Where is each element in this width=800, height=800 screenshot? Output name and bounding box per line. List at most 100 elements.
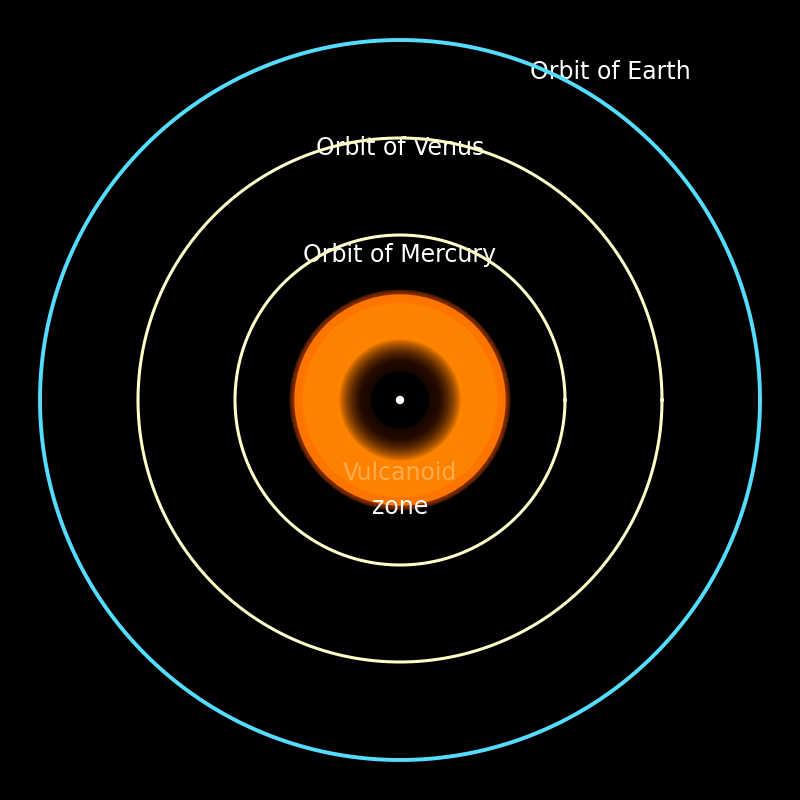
Circle shape (340, 340, 460, 460)
Circle shape (399, 399, 401, 401)
Circle shape (325, 325, 475, 475)
Circle shape (382, 382, 418, 418)
Circle shape (370, 370, 430, 430)
Circle shape (372, 372, 428, 428)
Circle shape (368, 368, 432, 432)
Circle shape (363, 363, 437, 437)
Circle shape (342, 342, 458, 458)
Circle shape (388, 388, 412, 412)
Circle shape (360, 360, 440, 440)
Circle shape (326, 326, 474, 474)
Circle shape (338, 338, 462, 462)
Circle shape (396, 396, 404, 404)
Circle shape (370, 370, 430, 430)
Circle shape (320, 320, 480, 480)
Circle shape (354, 354, 446, 446)
Circle shape (357, 357, 443, 443)
Circle shape (350, 350, 450, 450)
Circle shape (392, 392, 408, 408)
Circle shape (364, 364, 436, 436)
Circle shape (353, 353, 447, 447)
Circle shape (381, 381, 419, 419)
Circle shape (376, 376, 424, 424)
Circle shape (398, 398, 402, 402)
Circle shape (357, 357, 443, 443)
Circle shape (380, 380, 420, 420)
Circle shape (382, 382, 418, 418)
Circle shape (361, 361, 439, 439)
Circle shape (385, 385, 415, 415)
Circle shape (359, 359, 441, 441)
Circle shape (360, 360, 440, 440)
Circle shape (398, 398, 402, 402)
Circle shape (379, 379, 421, 421)
Circle shape (326, 326, 474, 474)
Circle shape (300, 300, 500, 500)
Circle shape (396, 396, 404, 404)
Circle shape (344, 344, 456, 456)
Circle shape (389, 389, 411, 411)
Circle shape (310, 310, 490, 490)
Circle shape (359, 359, 441, 441)
Circle shape (352, 352, 448, 448)
Circle shape (378, 378, 422, 422)
Circle shape (355, 355, 445, 445)
Circle shape (362, 362, 438, 438)
Circle shape (295, 295, 505, 505)
Circle shape (318, 318, 482, 482)
Circle shape (360, 360, 440, 440)
Circle shape (368, 368, 432, 432)
Circle shape (366, 366, 434, 434)
Circle shape (376, 376, 424, 424)
Circle shape (332, 332, 468, 468)
Circle shape (349, 349, 451, 451)
Circle shape (323, 323, 477, 477)
Circle shape (388, 388, 412, 412)
Circle shape (367, 367, 433, 433)
Circle shape (322, 322, 478, 478)
Circle shape (377, 377, 423, 423)
Circle shape (374, 374, 426, 426)
Circle shape (319, 319, 481, 481)
Circle shape (372, 372, 428, 428)
Text: Orbit of Venus: Orbit of Venus (316, 136, 484, 160)
Circle shape (382, 382, 418, 418)
Circle shape (380, 380, 420, 420)
Circle shape (367, 367, 433, 433)
Circle shape (356, 356, 444, 444)
Circle shape (306, 306, 494, 494)
Circle shape (370, 370, 430, 430)
Circle shape (346, 346, 454, 454)
Circle shape (330, 330, 470, 470)
Circle shape (378, 378, 422, 422)
Circle shape (374, 374, 426, 426)
Circle shape (392, 392, 408, 408)
Circle shape (389, 389, 411, 411)
Circle shape (396, 396, 404, 404)
Circle shape (315, 315, 485, 485)
Circle shape (336, 336, 464, 464)
Circle shape (345, 345, 455, 455)
Circle shape (302, 302, 498, 498)
Circle shape (329, 329, 471, 471)
Circle shape (354, 354, 446, 446)
Circle shape (330, 330, 470, 470)
Circle shape (310, 310, 490, 490)
Circle shape (390, 390, 410, 410)
Circle shape (395, 395, 405, 405)
Circle shape (297, 297, 503, 503)
Circle shape (387, 387, 413, 413)
Circle shape (316, 316, 484, 484)
Circle shape (386, 386, 414, 414)
Circle shape (399, 399, 401, 401)
Circle shape (362, 362, 438, 438)
Circle shape (374, 374, 426, 426)
Circle shape (352, 352, 448, 448)
Circle shape (295, 295, 505, 505)
Circle shape (313, 313, 487, 487)
Circle shape (398, 398, 402, 402)
Circle shape (314, 314, 486, 486)
Circle shape (303, 303, 497, 497)
Circle shape (335, 335, 465, 465)
Circle shape (358, 358, 442, 442)
